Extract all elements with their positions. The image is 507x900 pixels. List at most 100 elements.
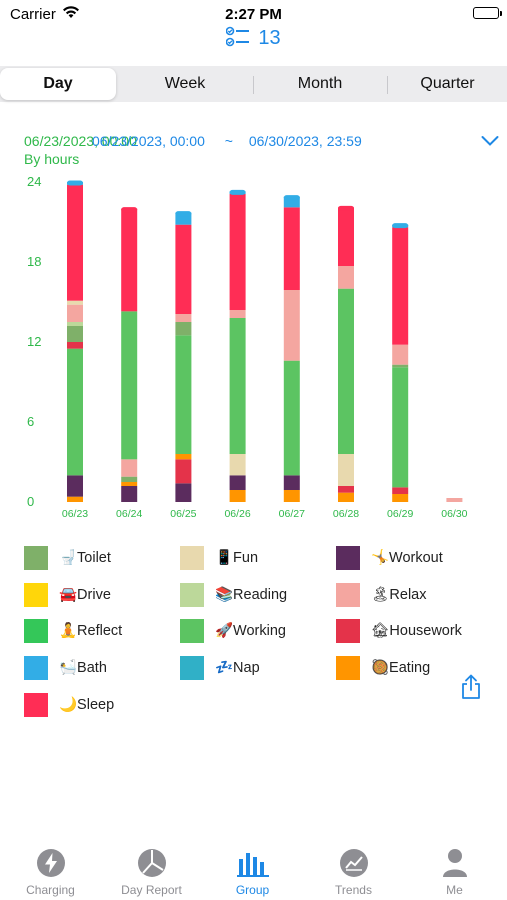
bar-cap [121, 207, 138, 213]
tab-trends[interactable]: Trends [303, 840, 404, 897]
bar-segment-relax[interactable] [175, 314, 192, 322]
bar-segment-housework[interactable] [67, 342, 83, 349]
bar-segment-eating[interactable] [121, 482, 138, 486]
tab-label: Day Report [121, 883, 182, 897]
carrier-label: Carrier [10, 6, 56, 23]
bar-segment-relax[interactable] [392, 344, 409, 365]
bar-segment-working[interactable] [283, 360, 300, 476]
bar-segment-toilet[interactable] [67, 326, 83, 342]
bar-segment-working[interactable] [338, 288, 354, 454]
y-tick-label: 12 [27, 334, 41, 349]
legend-label: 🛀Bath [59, 660, 107, 677]
bar-segment-eating[interactable] [67, 496, 83, 502]
y-tick-label: 18 [27, 254, 41, 269]
bar-segment-fun[interactable] [338, 454, 354, 486]
chart-unit-label: By hours [24, 151, 80, 167]
x-tick-label: 06/28 [333, 508, 359, 520]
bar-segment-relax[interactable] [283, 290, 300, 361]
segment-divider [387, 76, 388, 94]
bar-segment-working[interactable] [67, 348, 83, 476]
date-range-end: 06/30/2023, 23:59 [248, 133, 362, 149]
bar-segment-relax[interactable] [229, 310, 246, 318]
bar-segment-sleep[interactable] [283, 207, 300, 290]
legend-swatch [336, 546, 360, 570]
legend-label: 🧘Reflect [59, 623, 123, 640]
date-range[interactable]: 06/23/2023, 00:00 06/23/2023, 00:00 ~ 06… [24, 133, 362, 149]
bar-segment-bath[interactable] [283, 196, 300, 208]
bar-cap [392, 223, 409, 229]
stacked-bar-chart: 24 18 12 6 0 06/23 06/24 06/25 06/26 06/27 06/28 06… [27, 174, 468, 520]
bar-segment-sleep[interactable] [175, 224, 192, 314]
legend-swatch [336, 582, 360, 607]
tab-label: Me [446, 883, 463, 897]
legend-label: 💤Nap [215, 660, 260, 677]
bar-segment-toilet[interactable] [175, 322, 192, 336]
bar-segment-relax[interactable] [121, 459, 138, 477]
bar-segment-eating[interactable] [338, 492, 354, 502]
date-range-separator: ~ [224, 133, 233, 149]
share-icon[interactable] [460, 674, 482, 705]
bar-segment-sleep[interactable] [338, 207, 354, 266]
bar-segment-sleep[interactable] [229, 194, 246, 310]
tab-label: Charging [26, 883, 75, 897]
segment-quarter[interactable]: Quarter [420, 75, 475, 92]
x-tick-label: 06/25 [170, 508, 196, 520]
bar-segment-working[interactable] [175, 335, 192, 454]
bar-segment-relax[interactable] [338, 266, 354, 289]
task-count-header[interactable]: 13 [0, 26, 507, 50]
bar-segment-working[interactable] [392, 367, 409, 488]
chevron-down-icon[interactable] [481, 134, 499, 152]
segment-day[interactable]: Day [0, 68, 116, 100]
legend-label: 🏚Housework [371, 623, 462, 640]
bar-cap [283, 195, 300, 201]
bar-chart-icon [202, 846, 303, 880]
x-tick-label: 06/27 [279, 508, 305, 520]
bar-segment-sleep[interactable] [121, 208, 138, 312]
segment-divider [253, 76, 254, 94]
bar-segment-relax[interactable] [446, 498, 463, 502]
tab-charging[interactable]: Charging [0, 840, 101, 897]
bar-segment-eating[interactable] [392, 494, 409, 502]
bar-segment-fun[interactable] [229, 454, 246, 476]
bar-segment-housework[interactable] [392, 487, 409, 494]
bar-segment-workout[interactable] [175, 483, 192, 502]
bar-segment-sleep[interactable] [392, 227, 409, 345]
date-range-start-overlap: 06/23/2023, 00:00 [24, 133, 137, 149]
bar-segment-workout[interactable] [229, 475, 246, 490]
legend-swatch [24, 692, 48, 717]
checklist-icon [226, 26, 250, 47]
bar-segment-eating[interactable] [283, 490, 300, 502]
legend-label: 🚀Working [215, 623, 286, 640]
tab-day-report[interactable]: Day Report [101, 840, 202, 897]
legend-swatch [24, 619, 48, 644]
legend-swatch [336, 619, 360, 644]
x-tick-label: 06/23 [62, 508, 88, 520]
bar-segment-toilet[interactable] [121, 476, 138, 482]
bar-cap [338, 205, 354, 211]
bar-segment-workout[interactable] [121, 486, 138, 502]
bar-segment-toilet[interactable] [392, 364, 409, 368]
segment-month[interactable]: Month [297, 75, 343, 92]
bar-segment-fun[interactable] [67, 300, 83, 305]
tab-group[interactable]: Group [202, 840, 303, 897]
bar-segment-reading[interactable] [67, 322, 83, 326]
bar-segment-eating[interactable] [175, 454, 192, 460]
segment-week[interactable]: Week [164, 75, 206, 92]
person-icon [404, 846, 505, 880]
bar-segment-workout[interactable] [67, 475, 83, 497]
bar-segment-housework[interactable] [338, 486, 354, 493]
bar-segment-workout[interactable] [283, 475, 300, 490]
tab-label: Group [235, 883, 270, 897]
legend-label: 🏝Relax [371, 586, 427, 603]
bar-segment-working[interactable] [121, 311, 138, 460]
bar-segment-sleep[interactable] [67, 184, 83, 301]
legend-swatch [180, 619, 204, 644]
bar-segment-relax[interactable] [67, 304, 83, 322]
bar-segment-working[interactable] [229, 318, 246, 454]
bar-segment-housework[interactable] [175, 459, 192, 484]
bar-segment-eating[interactable] [229, 490, 246, 502]
tab-me[interactable]: Me [404, 840, 505, 897]
tab-bar: Charging Day Report Group Trends Me [0, 840, 507, 900]
legend-label: 📚Reading [215, 586, 288, 603]
legend-swatch [24, 546, 48, 570]
